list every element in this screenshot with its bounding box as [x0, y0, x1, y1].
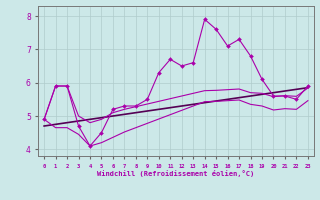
X-axis label: Windchill (Refroidissement éolien,°C): Windchill (Refroidissement éolien,°C) [97, 170, 255, 177]
